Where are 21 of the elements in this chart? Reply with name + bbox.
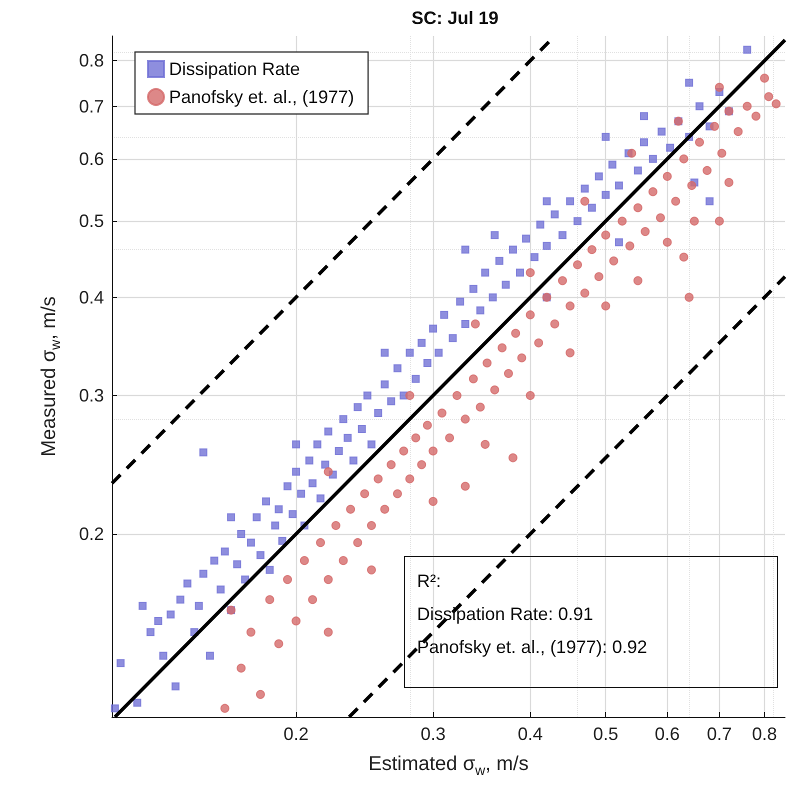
y-tick-label: 0.2 <box>78 524 104 544</box>
x-tick-label: 0.4 <box>518 724 543 744</box>
annotation: R²: <box>417 570 442 593</box>
y-tick-label: 0.6 <box>78 148 104 169</box>
y-tick-label: 0.7 <box>78 96 104 116</box>
x-tick-label: 0.8 <box>752 724 778 744</box>
x-tick-label: 0.6 <box>654 724 680 744</box>
y-axis-title: Measured σw, m/s <box>38 296 63 457</box>
x-tick-label: 0.7 <box>706 724 732 744</box>
chart-title: SC: Jul 19 <box>411 8 499 28</box>
y-tick-label: 0.4 <box>78 287 104 308</box>
x-tick-label: 0.5 <box>593 724 618 744</box>
x-tick-label: 0.3 <box>420 724 446 744</box>
x-tick-label: 0.2 <box>284 724 309 744</box>
annotation: Panofsky et. al., (1977): 0.92 <box>417 636 648 659</box>
y-tick-label: 0.3 <box>78 386 104 406</box>
annotation: Dissipation Rate: 0.91 <box>417 603 594 626</box>
y-tick-label: 0.5 <box>78 211 104 232</box>
y-tick-label: 0.8 <box>78 50 104 71</box>
legend-label: Panofsky et. al., (1977) <box>169 87 354 107</box>
legend-label: Dissipation Rate <box>169 59 300 79</box>
